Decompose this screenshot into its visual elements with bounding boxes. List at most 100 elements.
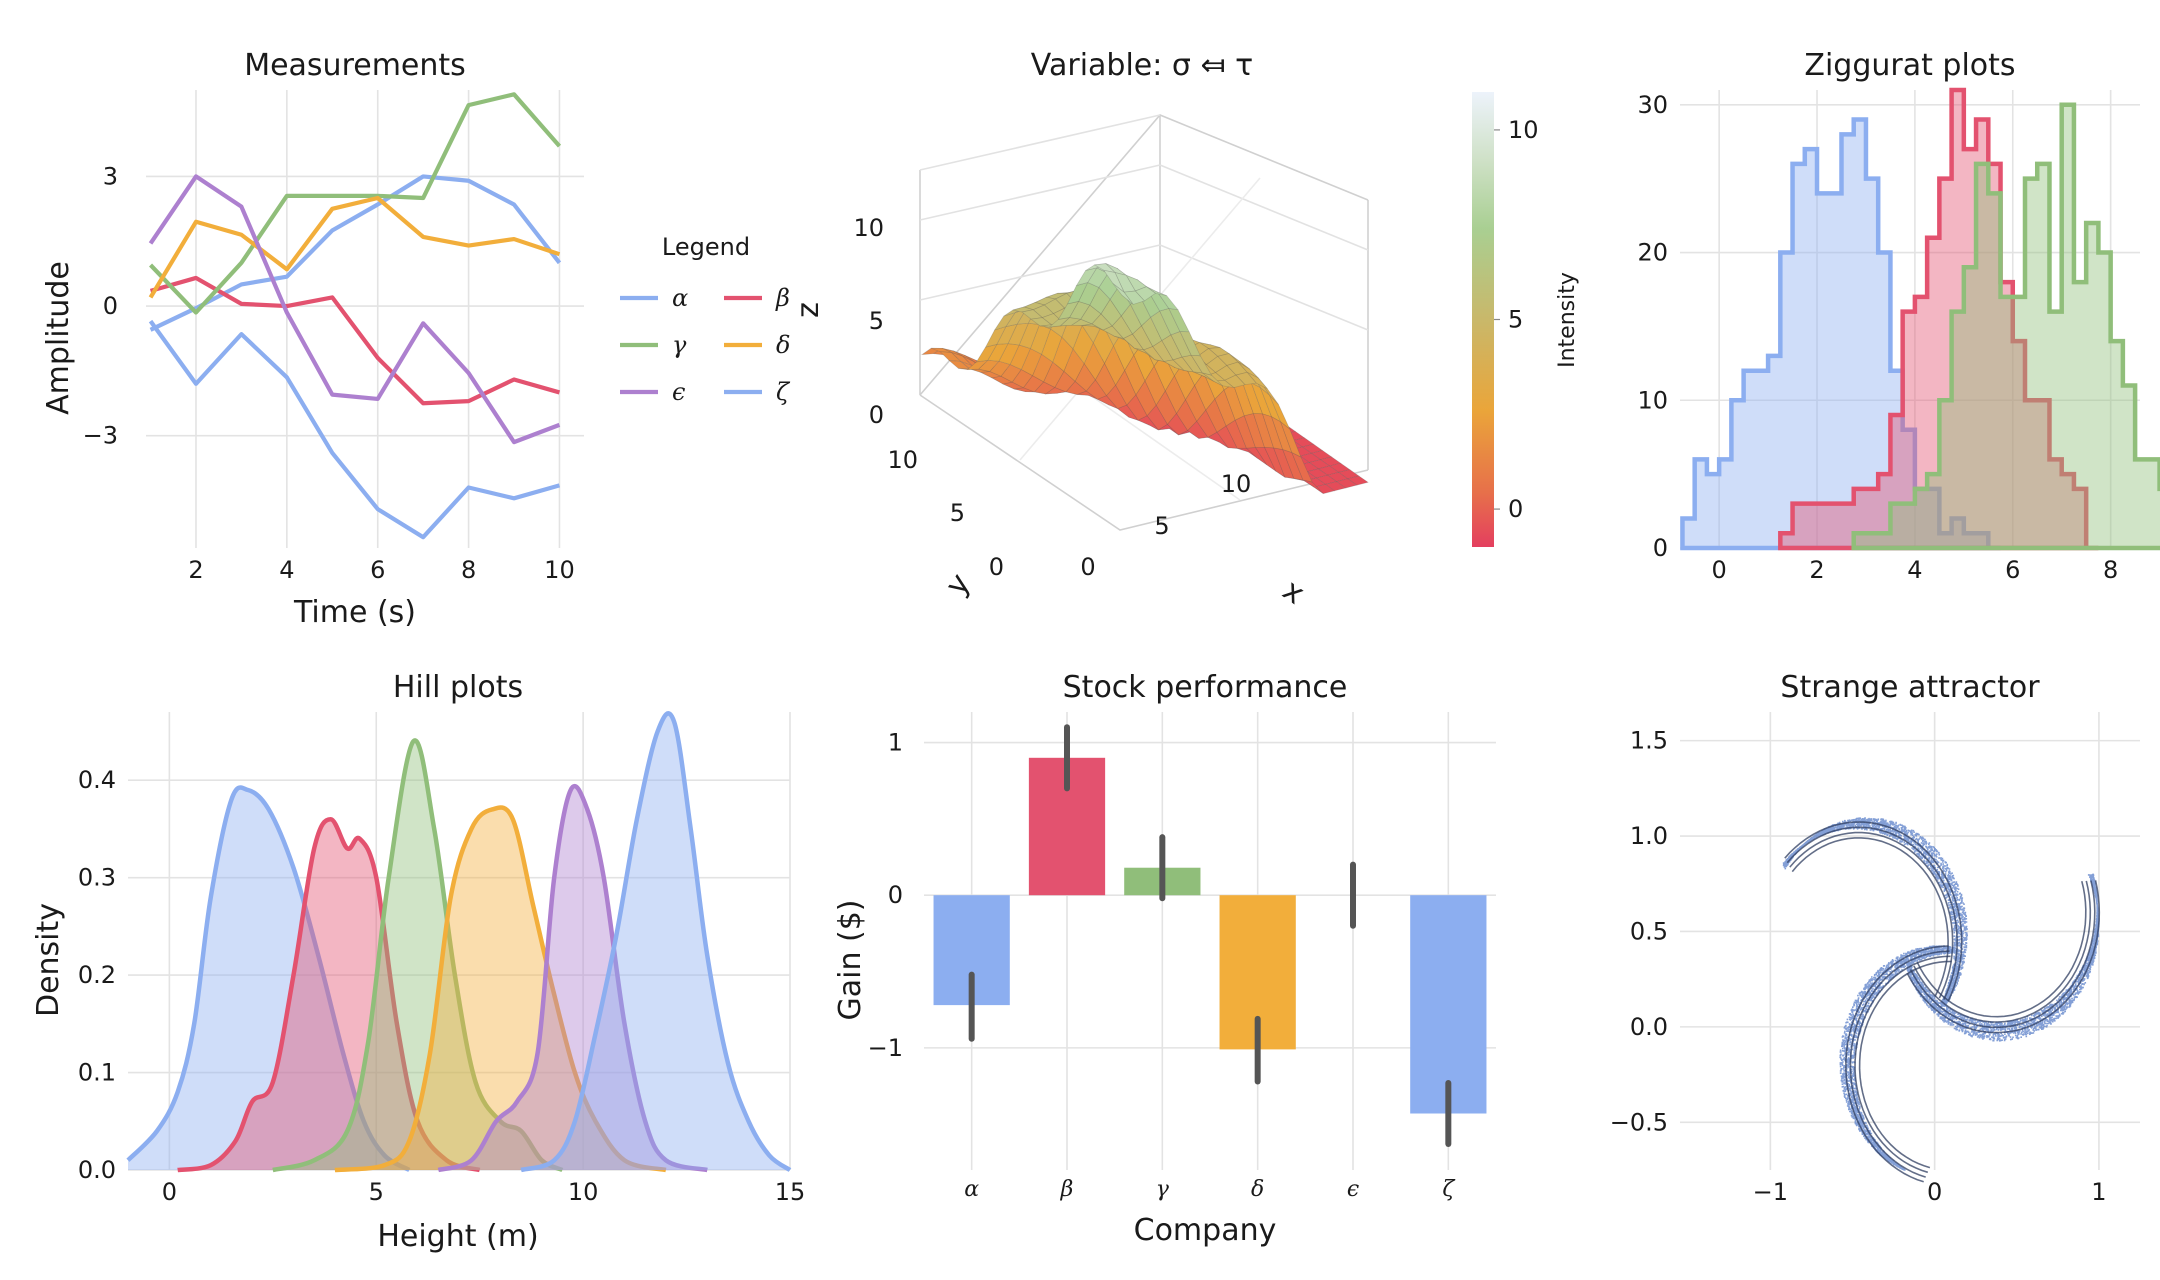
attractor-points (1782, 817, 2101, 1183)
x-tick-label: 10 (544, 556, 575, 584)
attractor-fold-line (1789, 831, 1954, 999)
attractor-fold-line (1854, 955, 1951, 1174)
y-tick-label: 0 (888, 881, 903, 909)
y-tick-label: 0.5 (1630, 917, 1668, 945)
series-line (149, 92, 562, 315)
x-tick-label: 10 (568, 1178, 599, 1206)
stocks-ticks: 1 0 −1 α β γ δ ϵ ζ (868, 729, 1457, 1202)
attractor-fold-line (1916, 881, 2087, 1018)
z-tick-label: 10 (853, 214, 884, 242)
density-area (438, 786, 708, 1170)
surface-face (1021, 309, 1044, 320)
surface-face (1057, 300, 1080, 320)
y-tick-label: 0.1 (78, 1059, 116, 1087)
x-tick-label: 0 (162, 1178, 177, 1206)
x-tick-label: 4 (1907, 556, 1922, 584)
attractor-fold-line (1786, 826, 1958, 1001)
stocks-title: Stock performance (1063, 670, 1348, 705)
category-label: γ (1156, 1177, 1170, 1202)
colorbar-tick-label: 0 (1508, 495, 1523, 523)
y-tick-label: 0.0 (1630, 1013, 1668, 1041)
surface-face (1093, 263, 1117, 274)
legend-title: Legend (662, 233, 750, 261)
colorbar-ticks: 0 5 10 (1494, 116, 1539, 523)
stocks-xlabel: Company (1134, 1213, 1277, 1248)
ziggurat-histograms (1680, 87, 2160, 551)
y-tick-label: 20 (1637, 239, 1668, 267)
surface-face (1066, 281, 1089, 305)
legend-label: ϵ (672, 378, 685, 406)
hills-title: Hill plots (393, 670, 523, 705)
surface-face (1112, 283, 1134, 305)
stocks-bars (933, 724, 1487, 1148)
series-line (148, 195, 561, 299)
x-tick-label: 8 (461, 556, 476, 584)
y-tick-label: 30 (1637, 91, 1668, 119)
surface-face (1048, 316, 1071, 328)
z-tick-label: 5 (869, 307, 884, 335)
measurements-lines (148, 92, 562, 540)
surface-face (942, 347, 963, 357)
density-area (272, 740, 563, 1170)
surface-y-tick-label: 10 (887, 446, 918, 474)
x-tick-label: 8 (2103, 556, 2118, 584)
surface-face (1146, 286, 1167, 297)
x-tick-label: 4 (279, 556, 294, 584)
surface-face (1205, 355, 1228, 374)
measurements-ylabel: Amplitude (41, 261, 76, 415)
ziggurat-ticks: 0 2 4 6 8 0 10 20 30 (1637, 91, 2118, 584)
measurements-xlabel: Time (s) (293, 595, 416, 630)
ziggurat-title: Ziggurat plots (1804, 48, 2015, 83)
surface-face (1103, 269, 1125, 293)
surface-y-tick-label: 5 (950, 499, 965, 527)
z-tick-label: 0 (869, 401, 884, 429)
x-tick-label: 2 (188, 556, 203, 584)
hills-ticks: 0 5 10 15 0.0 0.1 0.2 0.3 0.4 (78, 766, 805, 1206)
surface-x-tick-label: 0 (1080, 553, 1095, 581)
surface-face (1270, 415, 1293, 454)
density-line (520, 711, 792, 1173)
legend-label: γ (672, 331, 687, 359)
x-tick-label: 0 (1927, 1178, 1942, 1206)
x-tick-label: 6 (370, 556, 385, 584)
hills-ylabel: Density (31, 903, 66, 1017)
surface-face (1078, 282, 1100, 306)
series-line (148, 174, 561, 445)
attractor-fold-line (1909, 880, 2096, 1029)
y-tick-label: 1.5 (1630, 727, 1668, 755)
density-line (437, 783, 708, 1173)
surface-face (1134, 286, 1157, 302)
surface-face (1313, 484, 1336, 494)
y-tick-label: 1 (888, 729, 903, 757)
colorbar-tick-label: 10 (1508, 116, 1539, 144)
x-tick-label: 0 (1712, 556, 1727, 584)
legend-label: δ (776, 331, 790, 359)
surface-face (1123, 290, 1146, 305)
category-label: α (964, 1177, 979, 1202)
legend-label: α (672, 284, 688, 312)
surface-face (1179, 331, 1201, 357)
histogram-series (1680, 117, 2001, 551)
category-label: ζ (1442, 1177, 1456, 1202)
measurements-legend: Legend α β γ δ ϵ ζ (620, 233, 791, 406)
density-line (177, 816, 481, 1173)
surface-face (1194, 372, 1216, 411)
category-label: δ (1251, 1177, 1264, 1202)
surface-face (1223, 383, 1245, 421)
series-line (149, 174, 562, 332)
y-tick-label: 3 (103, 162, 118, 190)
histogram-series (1778, 87, 2099, 551)
stocks-panel: Stock performance 1 0 −1 α β γ δ ϵ ζ Company Gai… (833, 670, 1496, 1248)
hills-densities (126, 711, 792, 1173)
surface-face (1156, 291, 1179, 311)
x-tick-label: 5 (369, 1178, 384, 1206)
surface-face (1215, 365, 1237, 381)
density-area (128, 787, 410, 1170)
category-label: ϵ (1347, 1177, 1359, 1202)
ziggurat-panel: Ziggurat plots 0 2 4 6 8 0 10 20 30 (1637, 48, 2160, 584)
y-tick-label: 0.4 (78, 766, 116, 794)
legend-label: β (775, 284, 790, 312)
colorbar-label: Intensity (1555, 272, 1580, 368)
surface-face (984, 326, 1007, 348)
